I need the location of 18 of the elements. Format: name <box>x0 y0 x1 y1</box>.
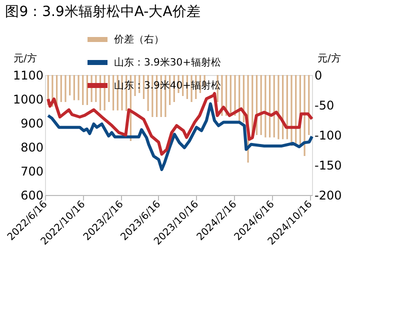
y2-tick-label: -100 <box>314 128 342 142</box>
y-tick-label: 900 <box>20 116 44 130</box>
legend-label: 山东：3.9米40+辐射松 <box>114 80 222 92</box>
line-series <box>46 92 314 156</box>
y2-tick-label: -150 <box>314 158 342 172</box>
y-tick-label: 1000 <box>12 92 44 106</box>
y2-tick-label: -50 <box>314 98 334 112</box>
y-tick-label: 800 <box>20 140 44 154</box>
y2-axis-title: 元/方 <box>318 52 341 64</box>
legend-label: 山东：3.9米30+辐射松 <box>114 56 222 68</box>
y-tick-label: 700 <box>20 164 44 178</box>
chart-title: 图9：3.9米辐射松中A-大A价差 <box>5 4 200 20</box>
y-tick-label: 1100 <box>12 68 44 82</box>
line-series <box>46 102 314 172</box>
y2-tick-label: -200 <box>314 188 342 202</box>
y-axis-title: 元/方 <box>14 52 37 64</box>
legend-label: 价差（右） <box>113 34 164 46</box>
y2-tick-label: 0 <box>314 68 322 82</box>
